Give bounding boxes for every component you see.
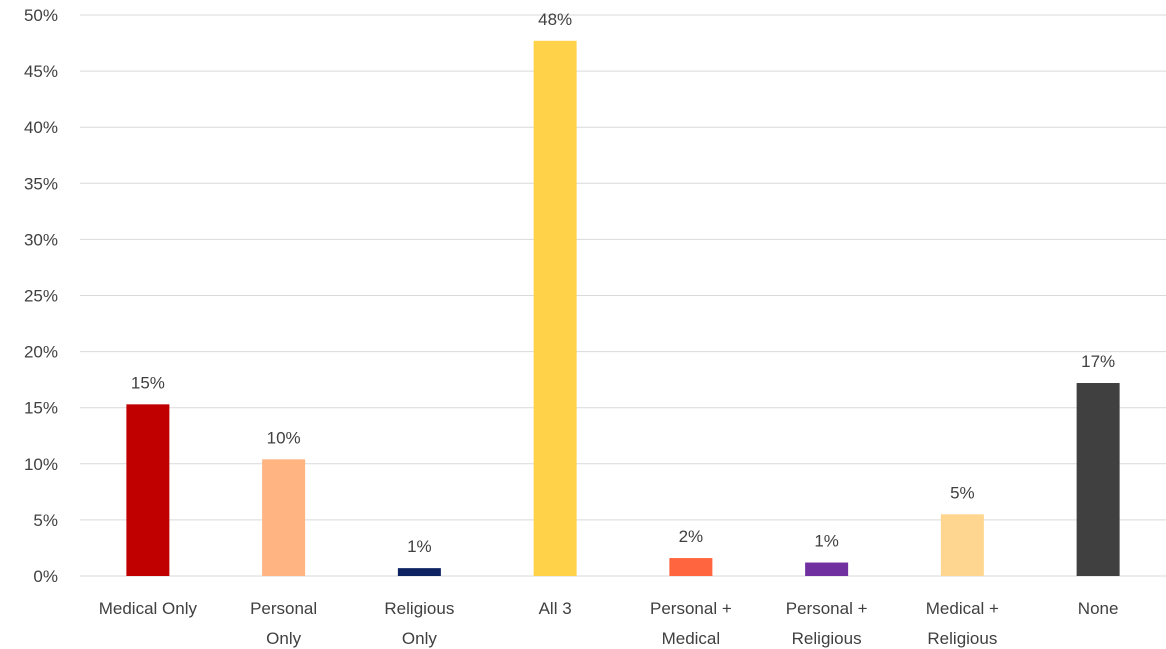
data-label: 1% bbox=[407, 537, 432, 556]
bar bbox=[1076, 383, 1120, 576]
bar bbox=[262, 459, 306, 576]
data-label: 15% bbox=[131, 373, 165, 392]
y-tick-label: 15% bbox=[24, 399, 58, 418]
bar bbox=[940, 514, 984, 576]
x-category-label: All 3 bbox=[539, 599, 572, 618]
data-labels: 15% 10% 1% 48% 2% 1% 5% 17% bbox=[131, 10, 1115, 556]
x-category-label: Religious bbox=[384, 599, 454, 618]
gridlines bbox=[80, 14, 1166, 577]
data-label: 1% bbox=[814, 532, 839, 551]
y-tick-label: 25% bbox=[24, 287, 58, 306]
x-category-label: Religious bbox=[792, 629, 862, 648]
bar bbox=[397, 568, 441, 576]
x-category-label: None bbox=[1078, 599, 1119, 618]
data-label: 2% bbox=[679, 527, 704, 546]
y-tick-label: 35% bbox=[24, 174, 58, 193]
x-category-label: Medical bbox=[662, 629, 721, 648]
data-label: 10% bbox=[267, 428, 301, 447]
x-category-label: Personal bbox=[250, 599, 317, 618]
y-tick-label: 45% bbox=[24, 62, 58, 81]
x-category-label: Personal + bbox=[650, 599, 732, 618]
x-category-label: Medical + bbox=[926, 599, 999, 618]
x-axis-categories: Medical Only Personal Only Religious Only All… bbox=[99, 599, 1119, 648]
bars bbox=[126, 40, 1120, 576]
y-tick-label: 0% bbox=[33, 567, 58, 586]
y-tick-label: 5% bbox=[33, 511, 58, 530]
y-tick-label: 50% bbox=[24, 6, 58, 25]
x-category-label: Medical Only bbox=[99, 599, 198, 618]
y-tick-label: 10% bbox=[24, 455, 58, 474]
x-category-label: Religious bbox=[927, 629, 997, 648]
x-category-label: Only bbox=[402, 629, 437, 648]
data-label: 48% bbox=[538, 10, 572, 29]
data-label: 5% bbox=[950, 483, 975, 502]
data-label: 17% bbox=[1081, 352, 1115, 371]
y-tick-label: 40% bbox=[24, 118, 58, 137]
y-axis-ticks: 0% 5% 10% 15% 20% 25% 30% 35% 40% 45% 50% bbox=[24, 6, 58, 586]
x-category-label: Only bbox=[266, 629, 301, 648]
y-tick-label: 20% bbox=[24, 343, 58, 362]
x-category-label: Personal + bbox=[786, 599, 868, 618]
bar bbox=[669, 558, 713, 576]
bar bbox=[805, 562, 849, 576]
y-tick-label: 30% bbox=[24, 230, 58, 249]
bar bbox=[126, 404, 170, 576]
bar bbox=[533, 40, 577, 576]
